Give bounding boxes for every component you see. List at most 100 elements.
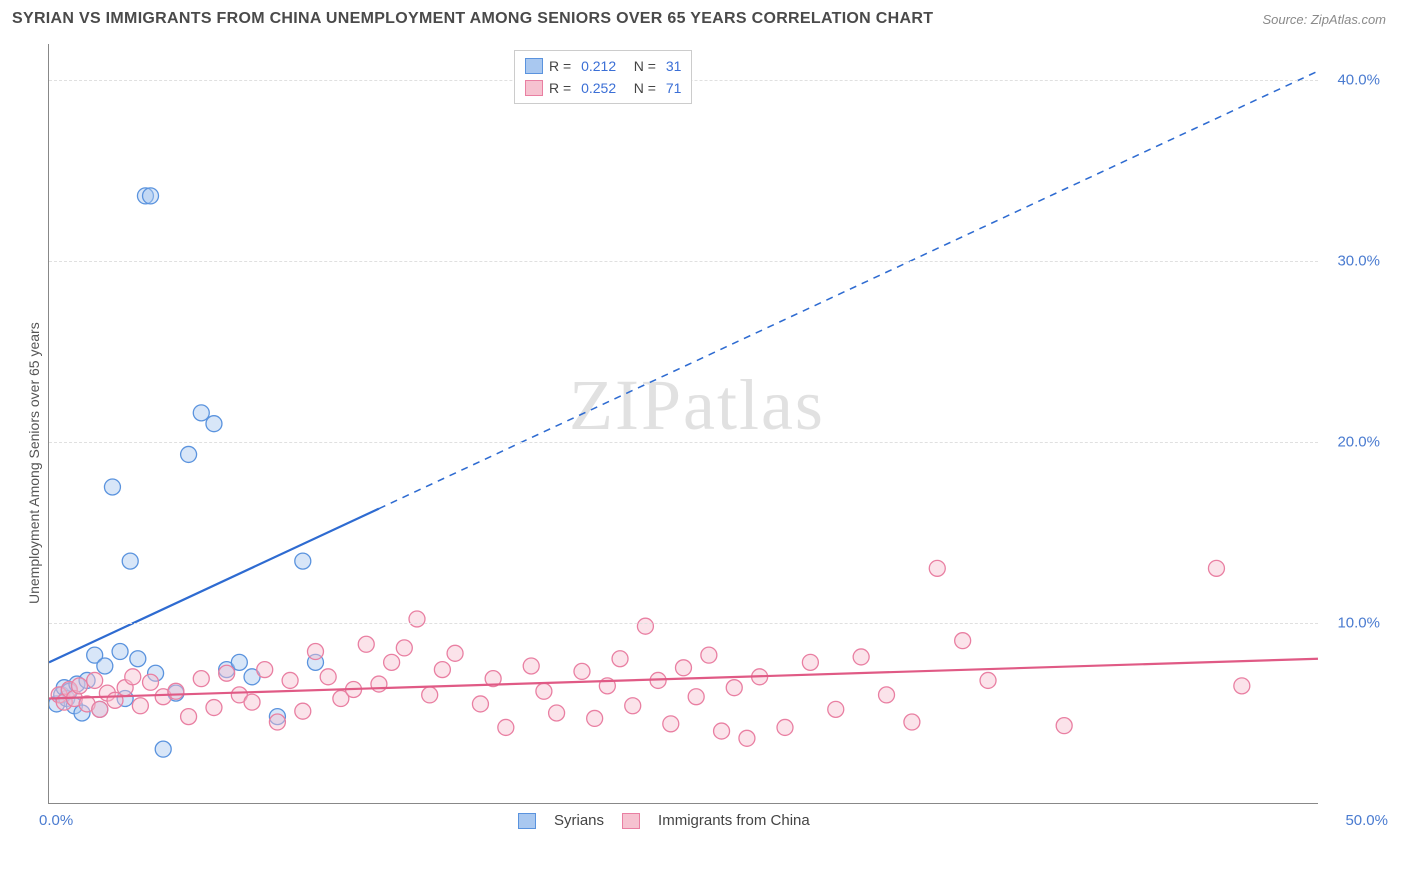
data-point [739,730,755,746]
chart-svg [49,44,1318,803]
data-point [282,672,298,688]
legend-r-value: 0.212 [581,55,616,77]
y-tick-label: 30.0% [1337,253,1380,270]
data-point [828,701,844,717]
y-tick-label: 10.0% [1337,615,1380,632]
legend-n-value: 71 [666,77,682,99]
data-point [104,479,120,495]
legend-n-label: N = [622,55,660,77]
data-point [904,714,920,730]
data-point [536,683,552,699]
data-point [97,658,113,674]
trendline-solid [49,509,379,663]
data-point [879,687,895,703]
data-point [320,669,336,685]
legend-r-label: R = [549,55,575,77]
data-point [257,662,273,678]
data-point [219,665,235,681]
data-point [244,694,260,710]
data-point [307,644,323,660]
data-point [112,644,128,660]
data-point [587,710,603,726]
data-point [371,676,387,692]
legend-series-label: Immigrants from China [658,812,810,829]
legend-series: Syrians Immigrants from China [518,812,810,829]
data-point [523,658,539,674]
data-point [358,636,374,652]
data-point [447,645,463,661]
data-point [701,647,717,663]
legend-swatch [525,80,543,96]
source-label: Source: ZipAtlas.com [1262,12,1386,27]
data-point [663,716,679,732]
legend-swatch [518,813,536,829]
legend-correlation-row: R = 0.252 N = 71 [525,77,681,99]
legend-series-label: Syrians [554,812,604,829]
legend-swatch [525,58,543,74]
chart-container: Unemployment Among Seniors over 65 years… [48,44,1388,834]
x-tick-max: 50.0% [1345,812,1388,829]
legend-n-value: 31 [666,55,682,77]
data-point [130,651,146,667]
data-point [549,705,565,721]
data-point [269,714,285,730]
data-point [409,611,425,627]
data-point [92,701,108,717]
data-point [87,672,103,688]
data-point [929,560,945,576]
legend-correlation-row: R = 0.212 N = 31 [525,55,681,77]
y-tick-label: 20.0% [1337,434,1380,451]
data-point [574,663,590,679]
data-point [1056,718,1072,734]
data-point [625,698,641,714]
data-point [155,741,171,757]
data-point [143,674,159,690]
gridline [49,442,1318,443]
y-axis-label: Unemployment Among Seniors over 65 years [26,322,42,604]
data-point [143,188,159,204]
data-point [125,669,141,685]
data-point [802,654,818,670]
data-point [980,672,996,688]
data-point [777,719,793,735]
plot-area: ZIPatlas 0.0% 50.0% 10.0%20.0%30.0%40.0% [48,44,1318,804]
data-point [132,698,148,714]
data-point [434,662,450,678]
data-point [193,671,209,687]
y-tick-label: 40.0% [1337,72,1380,89]
data-point [231,654,247,670]
data-point [295,703,311,719]
legend-n-label: N = [622,77,660,99]
data-point [122,553,138,569]
data-point [637,618,653,634]
data-point [675,660,691,676]
legend-r-label: R = [549,77,575,99]
data-point [206,700,222,716]
legend-r-value: 0.252 [581,77,616,99]
data-point [193,405,209,421]
data-point [384,654,400,670]
data-point [422,687,438,703]
gridline [49,623,1318,624]
data-point [181,709,197,725]
legend-swatch [622,813,640,829]
data-point [955,633,971,649]
data-point [206,416,222,432]
data-point [714,723,730,739]
data-point [295,553,311,569]
data-point [181,446,197,462]
chart-title: SYRIAN VS IMMIGRANTS FROM CHINA UNEMPLOY… [12,10,933,28]
data-point [71,678,87,694]
legend-correlation-box: R = 0.212 N = 31R = 0.252 N = 71 [514,50,692,104]
x-tick-min: 0.0% [39,812,73,829]
data-point [612,651,628,667]
data-point [1234,678,1250,694]
data-point [726,680,742,696]
data-point [396,640,412,656]
data-point [472,696,488,712]
data-point [498,719,514,735]
data-point [1208,560,1224,576]
gridline [49,261,1318,262]
data-point [168,683,184,699]
data-point [688,689,704,705]
